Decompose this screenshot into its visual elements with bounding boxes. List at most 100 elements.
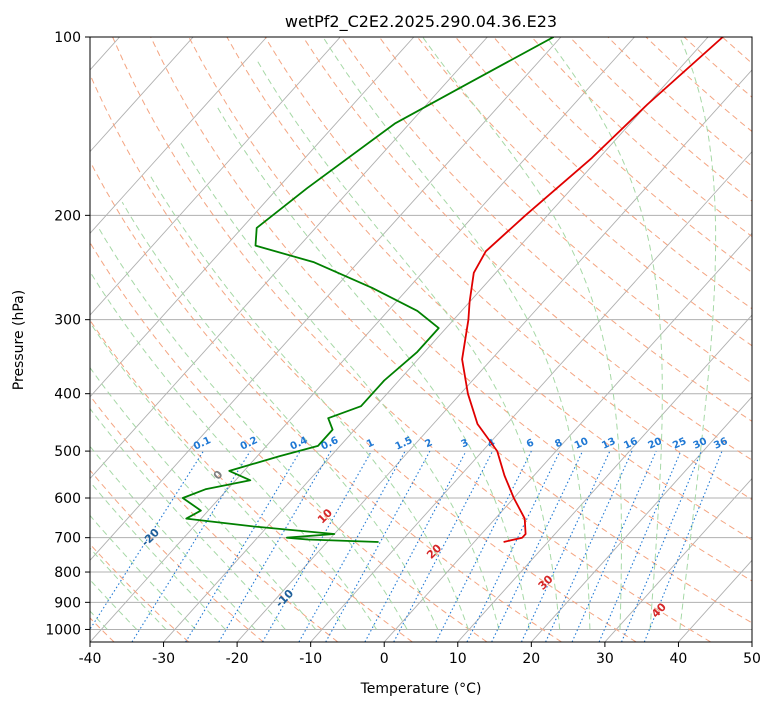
y-tick-label: 500	[54, 444, 81, 460]
mixing-ratio-line	[298, 450, 406, 642]
axes: -40 -30 -20 -10 0 10 20 30 40 50 100 200 300 400 500 60…	[45, 30, 761, 667]
mixing-ratio-line	[364, 450, 467, 642]
dry-adiabat-line	[150, 37, 752, 624]
isotherm-line	[90, 37, 194, 153]
moist-adiabat-line	[90, 270, 377, 630]
x-tick-label: 20	[522, 651, 540, 667]
mixing-ratio-label: 6	[525, 437, 536, 450]
isotherm-line	[90, 37, 341, 316]
isotherm-line	[90, 37, 268, 235]
moist-adiabat-line	[215, 104, 530, 630]
dry-adiabat-label: -30	[21, 465, 44, 488]
dry-adiabat-line	[264, 37, 752, 501]
isotherm-line	[163, 37, 709, 642]
mixing-ratio-line	[262, 450, 372, 642]
mixing-ratio-line	[90, 450, 204, 631]
moist-adiabat-line	[179, 141, 500, 630]
mixing-ratio-label: 20	[647, 436, 664, 452]
background-lines	[90, 37, 775, 642]
moist-adiabat-line	[90, 321, 347, 630]
isotherm-line	[530, 396, 752, 642]
dewpoint-line	[181, 37, 555, 543]
moist-adiabat-line	[679, 37, 717, 630]
isotherm-line	[90, 37, 488, 480]
dry-adiabat-line	[226, 37, 752, 541]
x-tick-label: 10	[449, 651, 467, 667]
moist-adiabat-line	[90, 514, 197, 630]
mixing-ratio-line	[621, 450, 702, 642]
plot-area	[90, 37, 752, 642]
plot-frame	[89, 36, 753, 643]
isotherm-line	[383, 232, 752, 642]
mixing-ratio-line	[545, 450, 633, 642]
dry-adiabat-line	[90, 395, 339, 642]
isotherm-line	[90, 37, 635, 642]
mixing-ratio-label: 36	[712, 436, 729, 452]
isotherm-line	[604, 477, 752, 642]
x-tick-label: 40	[669, 651, 687, 667]
y-tick-label: 900	[54, 595, 81, 611]
isotherm-line	[751, 641, 752, 642]
chart-title: wetPf2_C2E2.2025.290.04.36.E23	[285, 12, 557, 32]
mixing-ratio-line	[325, 450, 431, 642]
mixing-ratio-line	[218, 450, 332, 642]
moist-adiabat-line	[98, 227, 408, 630]
dry-adiabat-line	[760, 37, 775, 642]
mixing-ratio-label: 16	[622, 436, 639, 452]
moist-adiabat-line	[257, 61, 561, 630]
mixing-ratio-label: 25	[671, 436, 688, 452]
y-tick-label: 300	[54, 313, 81, 329]
isotherm-line	[310, 150, 752, 642]
y-tick-label: 700	[54, 531, 81, 547]
mixing-ratio-label: 30	[692, 436, 709, 452]
dry-adiabat-line	[90, 241, 488, 642]
temperature-line	[461, 37, 724, 543]
x-tick-label: 30	[596, 651, 614, 667]
moist-adiabat-line	[90, 445, 256, 630]
moist-adiabat-line	[90, 366, 316, 630]
moist-adiabat-line	[422, 37, 622, 630]
dry-adiabat-line	[455, 37, 752, 310]
sounding-series	[181, 37, 724, 543]
x-tick-label: -40	[79, 651, 102, 667]
dry-adiabat-line	[90, 543, 190, 642]
moist-adiabat-line	[322, 37, 591, 630]
isotherm-line	[90, 37, 562, 561]
moist-adiabat-line	[90, 407, 286, 630]
y-tick-label: 800	[54, 565, 81, 581]
mixing-ratio-label: 13	[600, 436, 617, 452]
dry-adiabat-line	[188, 37, 752, 582]
mixing-ratio-label: 2	[423, 437, 434, 450]
y-tick-label: 400	[54, 387, 81, 403]
mixing-ratio-label: 10	[573, 436, 590, 452]
mixing-ratio-line	[520, 450, 611, 642]
x-tick-label: 50	[743, 651, 761, 667]
y-tick-label: 200	[54, 208, 81, 224]
mixing-ratio-label: 8	[553, 437, 564, 450]
mixing-ratio-line	[571, 450, 657, 642]
mixing-ratio-line	[598, 450, 682, 642]
mixing-ratio-line	[185, 450, 301, 642]
moist-adiabat-line	[546, 37, 663, 630]
y-tick-label: 100	[54, 30, 81, 46]
mixing-ratio-label: 1	[365, 437, 376, 450]
isotherm-line	[457, 314, 752, 642]
y-tick-label: 1000	[45, 622, 81, 638]
mixing-ratio-label: 3	[459, 437, 470, 450]
y-tick-label: 600	[54, 491, 81, 507]
dry-adiabat-line	[90, 469, 264, 642]
mixing-ratio-line	[491, 450, 584, 642]
y-axis-label: Pressure (hPa)	[11, 290, 27, 390]
x-tick-label: -30	[152, 651, 175, 667]
moist-adiabat-line	[148, 173, 469, 630]
x-tick-label: -10	[299, 651, 322, 667]
moist-adiabat-line	[90, 481, 226, 630]
mixing-ratio-line	[466, 450, 561, 642]
dry-adiabat-line	[112, 37, 712, 642]
isotherm-line	[90, 37, 415, 398]
dry-adiabat-line	[90, 160, 562, 642]
x-tick-label: -20	[226, 651, 249, 667]
isotherm-line	[236, 69, 752, 642]
x-axis-label: Temperature (°C)	[360, 681, 482, 697]
